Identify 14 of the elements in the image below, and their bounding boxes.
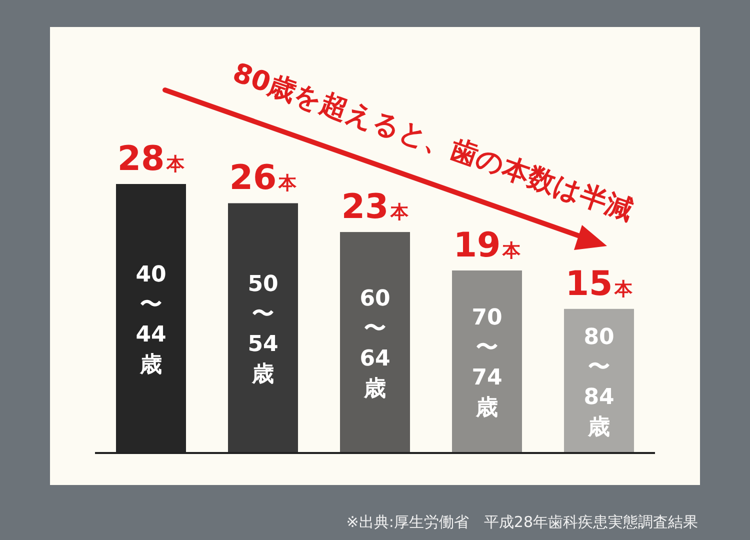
x-tick-label: 80〜84歳 — [584, 324, 614, 440]
data-label: 23本 — [341, 187, 410, 228]
data-label: 26本 — [229, 158, 298, 198]
x-tick-label: 50〜54歳 — [248, 272, 278, 388]
x-tick-label: 70〜74歳 — [472, 306, 502, 421]
x-tick-label: 40〜44歳 — [136, 262, 166, 378]
data-label: 19本 — [453, 225, 522, 266]
text: ※出典:厚生労働省 平成28年歯科疾患実態調査結果 — [346, 513, 698, 531]
data-label: 15本 — [565, 264, 634, 304]
x-tick-label: 60〜64歳 — [360, 286, 390, 402]
data-label: 28本 — [117, 139, 186, 179]
bar — [340, 232, 410, 453]
bar — [228, 203, 298, 453]
bar — [452, 270, 522, 453]
